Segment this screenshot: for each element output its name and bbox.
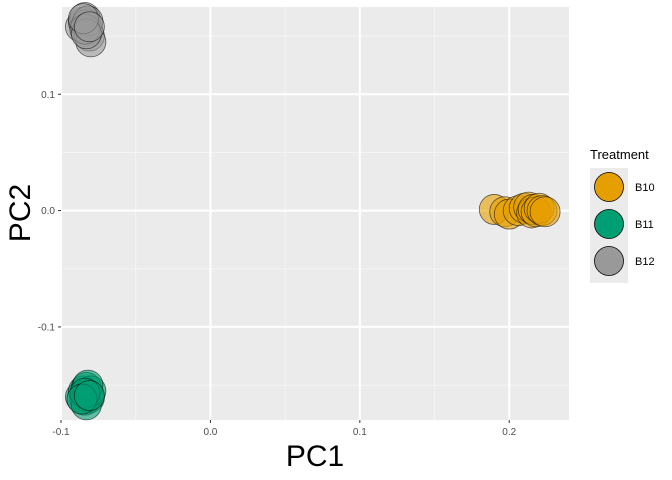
y-tick-label: -0.1 xyxy=(38,322,56,333)
y-tick-label: 0.0 xyxy=(41,206,55,217)
y-axis-title: PC2 xyxy=(4,184,37,242)
legend-key-b12 xyxy=(594,246,624,276)
legend-key-b10 xyxy=(594,172,624,202)
legend-label-b11: B11 xyxy=(635,219,654,231)
point-b11 xyxy=(73,380,105,411)
x-tick-label: 0.0 xyxy=(203,427,217,438)
x-axis-title: PC1 xyxy=(286,440,344,473)
x-tick-label: 0.1 xyxy=(353,427,367,438)
legend-title: Treatment xyxy=(590,147,649,162)
grid-minor xyxy=(61,7,569,420)
x-axis-ticks: -0.1 0.0 0.1 0.2 xyxy=(52,420,517,438)
x-tick-label: 0.2 xyxy=(502,427,516,438)
legend-label-b12: B12 xyxy=(635,256,655,268)
y-axis-ticks: -0.1 0.0 0.1 xyxy=(38,90,61,333)
legend-key-b11 xyxy=(594,209,624,239)
legend-label-b10: B10 xyxy=(635,182,655,194)
point-b10 xyxy=(529,196,561,228)
legend: Treatment B10 B11 B12 xyxy=(590,147,655,283)
point-b12 xyxy=(73,11,105,43)
y-tick-label: 0.1 xyxy=(41,90,55,101)
x-tick-label: -0.1 xyxy=(52,427,70,438)
data-points xyxy=(65,2,561,421)
